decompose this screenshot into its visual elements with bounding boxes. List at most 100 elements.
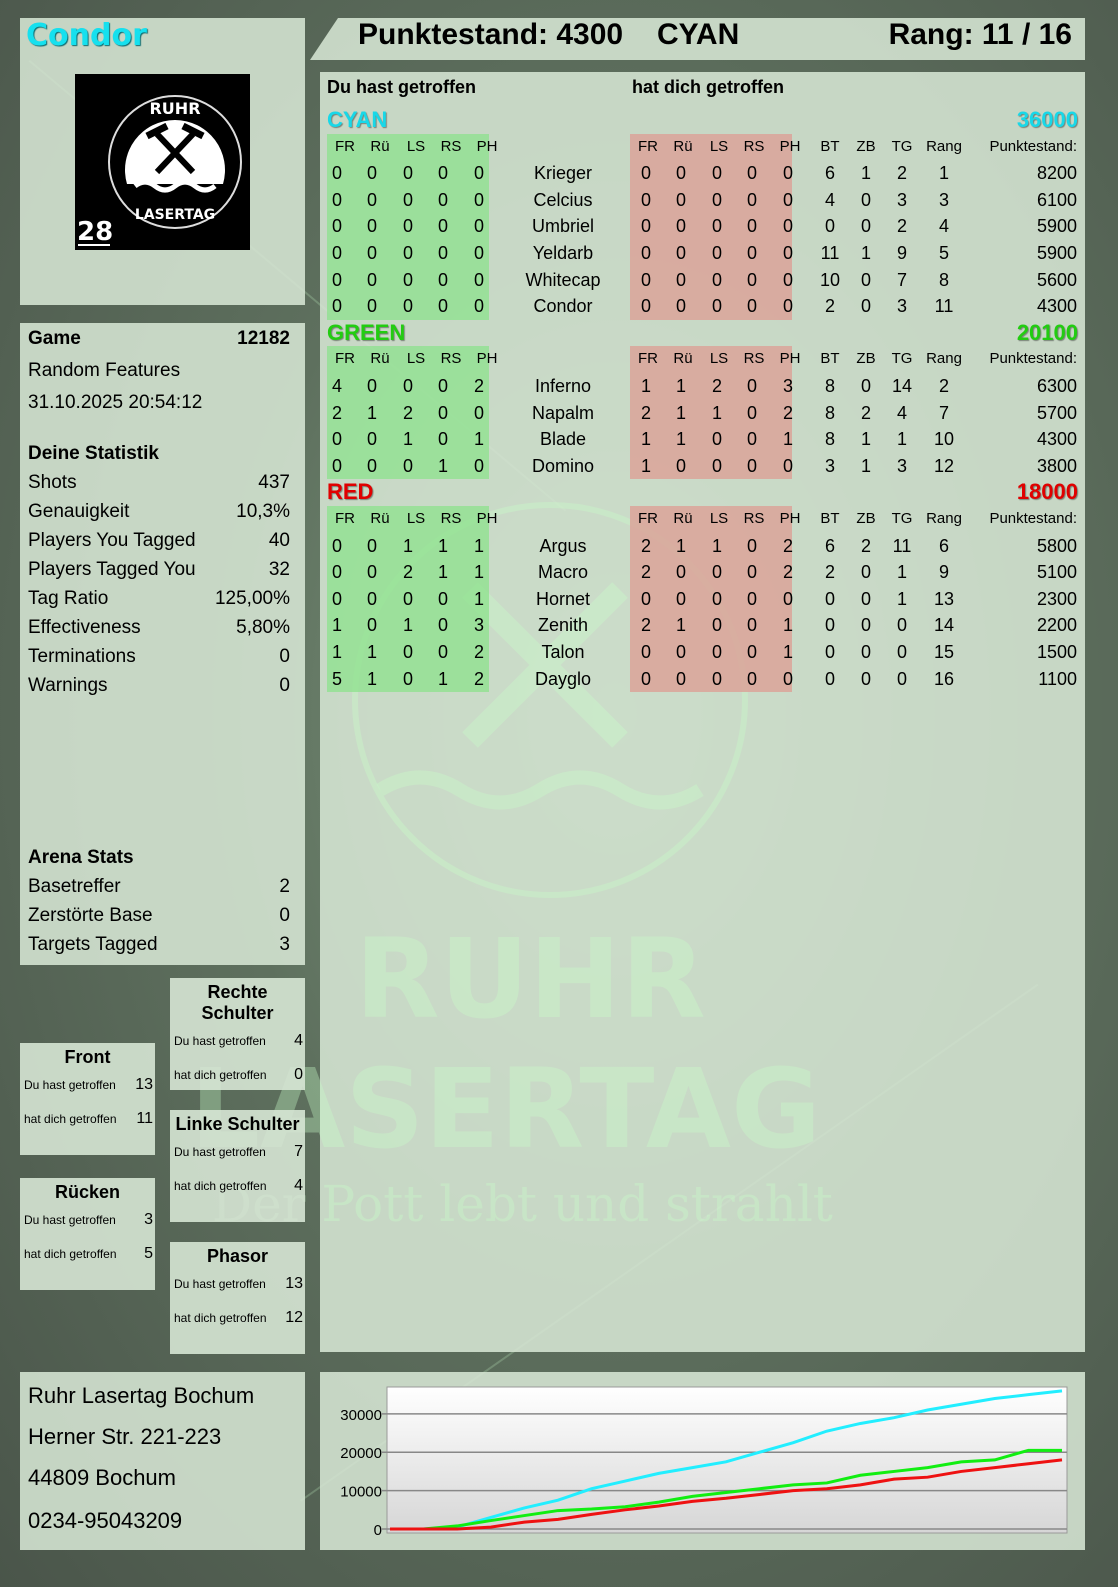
bt-value: 0 <box>824 588 835 609</box>
you-hit-value: 1 <box>402 615 413 636</box>
you-hit-value: 2 <box>331 402 342 423</box>
game-datetime: 31.10.2025 20:54:12 <box>28 392 290 414</box>
stat-row: Effectiveness 5,80% <box>28 617 290 639</box>
player-score: 4300 <box>1036 296 1077 317</box>
you-hit-value: 0 <box>331 429 342 450</box>
hit-you-value: 0 <box>711 243 722 263</box>
hit-you-value: 0 <box>675 296 686 317</box>
column-header: LS <box>709 510 729 527</box>
hit-you-value: 1 <box>640 376 651 396</box>
header-score: Punktestand: 4300 <box>358 18 624 51</box>
arena-value: 0 <box>279 905 290 926</box>
you-hit-value: 0 <box>473 216 484 237</box>
column-header: Rang <box>926 350 962 368</box>
zone-title: Front <box>64 1047 111 1067</box>
player-name: Napalm <box>531 402 595 423</box>
hit-you-value: 0 <box>746 216 757 237</box>
bt-value: 4 <box>824 189 835 210</box>
rang-value: 16 <box>933 668 955 689</box>
zone-phasor: Phasor Du hast getroffen 13 hat dich getrof… <box>170 1242 305 1354</box>
tg-value: 7 <box>896 269 907 290</box>
address-phone: 0234-95043209 <box>28 1508 183 1533</box>
hit-you-value: 0 <box>675 216 686 237</box>
zone-row: Du hast getroffen 3 <box>20 1203 155 1237</box>
player-name: Krieger <box>533 163 593 184</box>
rang-value: 5 <box>938 243 949 263</box>
column-header: RS <box>440 510 462 527</box>
tg-value: 9 <box>896 243 907 263</box>
arena-label: Targets Tagged <box>28 934 158 955</box>
player-score: 8200 <box>1036 163 1077 184</box>
stat-value: 0 <box>279 646 290 667</box>
hit-you-value: 0 <box>746 642 757 662</box>
series-line-0 <box>390 1389 1063 1531</box>
stat-row: Tag Ratio 125,00% <box>28 588 290 610</box>
you-hit-value: 1 <box>473 588 484 609</box>
hit-you-value: 1 <box>675 402 686 423</box>
score-chart: 0 10000 20000 30000 <box>340 1386 1068 1539</box>
player-name: Hornet <box>535 588 591 609</box>
column-header: Rü <box>673 350 693 368</box>
zone-title: Linke Schulter <box>175 1114 300 1134</box>
hit-you-value: 0 <box>711 163 722 184</box>
watermark-ruhr: RUHR <box>355 915 706 1043</box>
zone-row-value: 0 <box>294 1066 303 1083</box>
bt-value: 0 <box>824 216 835 237</box>
you-hit-value: 0 <box>437 642 448 662</box>
zb-value: 1 <box>860 243 871 263</box>
stat-value: 125,00% <box>214 588 290 609</box>
you-hit-value: 0 <box>473 189 484 210</box>
stat-label: Shots <box>28 472 77 493</box>
address-name: Ruhr Lasertag Bochum <box>28 1383 255 1408</box>
zone-row: hat dich getroffen 11 <box>20 1102 155 1136</box>
you-hit-value: 0 <box>366 615 377 636</box>
you-hit-value: 1 <box>437 535 448 556</box>
rang-value: 10 <box>933 429 955 450</box>
bt-value: 0 <box>824 642 835 662</box>
player-score: 3800 <box>1036 455 1077 476</box>
zone-back: Rücken Du hast getroffen 3 hat dich getroff… <box>20 1178 155 1290</box>
zone-row-label: hat dich getroffen <box>174 1311 267 1325</box>
header-rank: Rang: 11 / 16 <box>888 18 1072 51</box>
player-score: 1100 <box>1038 668 1077 689</box>
bt-value: 6 <box>824 163 835 184</box>
tg-value: 3 <box>896 189 907 210</box>
tg-value: 0 <box>896 615 907 636</box>
column-header: Rü <box>370 510 390 527</box>
hit-you-value: 0 <box>640 642 651 662</box>
you-hit-value: 0 <box>366 216 377 237</box>
team-total: 36000 <box>1016 107 1078 132</box>
you-hit-value: 3 <box>473 615 484 636</box>
hit-you-value: 0 <box>711 216 722 237</box>
you-hit-value: 0 <box>437 615 448 636</box>
game-id: 12182 <box>237 328 290 349</box>
column-header: PH <box>779 137 801 155</box>
column-header: TG <box>891 137 913 155</box>
hit-you-value: 1 <box>782 642 793 662</box>
header-bar <box>310 18 1085 60</box>
hit-you-value: 0 <box>640 296 651 317</box>
player-name: Umbriel <box>531 216 594 237</box>
player-score: 6100 <box>1036 189 1077 210</box>
player-name: Inferno <box>534 376 592 396</box>
you-hit-value: 0 <box>473 455 484 476</box>
hit-you-value: 0 <box>782 588 793 609</box>
rang-value: 6 <box>938 535 949 556</box>
column-header: FR <box>638 350 658 368</box>
series-line-1 <box>390 1448 1062 1531</box>
you-hit-value: 0 <box>366 269 377 290</box>
hit-you-value: 0 <box>782 296 793 317</box>
hit-you-value: 0 <box>675 455 686 476</box>
arena-title: Arena Stats <box>28 847 290 869</box>
game-datetime-text: 31.10.2025 20:54:12 <box>28 392 203 413</box>
column-header: FR <box>638 510 658 527</box>
watermark-logo-icon <box>352 502 748 898</box>
hit-you-value: 0 <box>711 562 722 583</box>
arena-row: Targets Tagged 3 <box>28 934 290 956</box>
column-header: Rang <box>926 137 962 155</box>
tg-value: 0 <box>896 668 907 689</box>
hit-you-value: 0 <box>640 163 651 184</box>
zb-value: 0 <box>860 615 871 636</box>
stat-row: Players You Tagged 40 <box>28 530 290 552</box>
hit-you-value: 0 <box>746 402 757 423</box>
